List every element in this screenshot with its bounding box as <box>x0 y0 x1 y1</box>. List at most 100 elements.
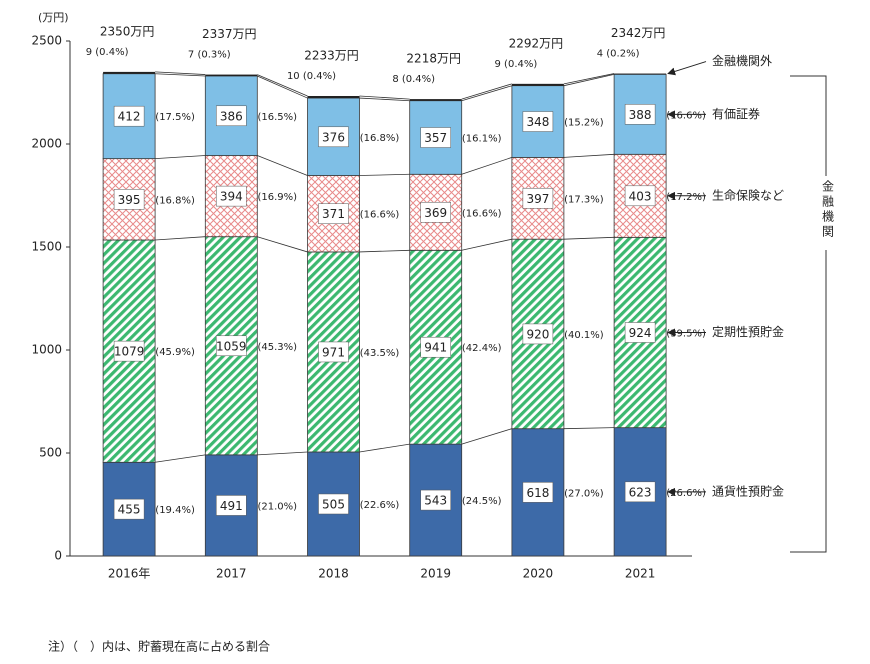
value-label: 623 <box>629 485 652 499</box>
value-label-box <box>420 202 451 223</box>
segment-label: 8 (0.4%) <box>392 74 435 85</box>
share-label: (16.1%) <box>462 134 502 145</box>
total-label: 2337万円 <box>202 27 257 41</box>
bar-segment <box>614 73 667 75</box>
bar-segment <box>511 83 564 86</box>
connector <box>563 236 615 240</box>
bar-segment <box>307 96 360 99</box>
connector <box>359 249 410 253</box>
bar-segment <box>103 71 156 74</box>
value-label: 412 <box>118 110 141 124</box>
value-label-box <box>216 185 247 207</box>
value-label: 924 <box>629 326 652 340</box>
x-tick-label: 2021 <box>625 567 656 581</box>
value-label-box <box>522 188 554 209</box>
total-label: 2342万円 <box>611 26 666 40</box>
share-label: (45.3%) <box>258 342 298 353</box>
share-label: (17.5%) <box>155 112 195 123</box>
y-tick-label: 0 <box>54 549 62 563</box>
value-label-box <box>113 189 145 210</box>
y-unit-label: (万円) <box>38 11 69 24</box>
share-label: (15.2%) <box>564 118 604 129</box>
legend-arrow <box>667 61 707 76</box>
value-label-box <box>624 104 656 125</box>
value-label-box <box>216 495 247 516</box>
value-label: 394 <box>220 190 243 204</box>
share-label: (45.9%) <box>155 347 195 358</box>
share-label: (22.6%) <box>360 500 400 511</box>
value-label-box <box>318 203 349 224</box>
connector <box>461 83 513 100</box>
share-label: (27.0%) <box>564 488 604 499</box>
value-label: 505 <box>322 497 345 511</box>
total-label: 2350万円 <box>100 24 155 38</box>
y-tick-label: 2500 <box>31 34 62 48</box>
y-tick-label: 1500 <box>31 240 62 254</box>
share-label: (21.0%) <box>258 501 298 512</box>
note: 注）（ ）内は、貯蓄現在高に占める割合 <box>48 639 270 654</box>
connector <box>461 238 512 251</box>
segment-label: 10 (0.4%) <box>287 71 336 82</box>
connector <box>359 443 410 453</box>
connector <box>563 73 615 85</box>
bar-segment <box>511 238 565 430</box>
value-label-box <box>624 322 656 343</box>
y-tick-label: 2000 <box>31 137 62 151</box>
value-label: 369 <box>424 206 447 220</box>
x-tick-label: 2020 <box>523 567 554 581</box>
value-label-box <box>420 336 451 358</box>
connector <box>155 71 206 75</box>
share-label: (24.5%) <box>462 496 502 507</box>
y-tick-label: 1000 <box>31 343 62 357</box>
value-label: 1079 <box>114 345 145 359</box>
value-label-box <box>420 127 451 148</box>
total-label: 2218万円 <box>406 52 461 66</box>
value-label-box <box>522 323 554 345</box>
connector <box>359 173 410 176</box>
connector <box>257 451 308 456</box>
bar-segment <box>409 99 462 101</box>
x-tick-label: 2017 <box>216 567 247 581</box>
value-label-box <box>318 493 349 515</box>
share-label: (16.9%) <box>258 192 298 203</box>
value-label: 386 <box>220 109 243 123</box>
value-label: 348 <box>526 115 549 129</box>
share-label: (16.6%) <box>666 110 706 121</box>
connector <box>155 73 206 77</box>
value-label-box <box>216 105 247 127</box>
value-label-box <box>420 489 451 511</box>
value-label: 941 <box>424 341 447 355</box>
value-label: 395 <box>118 193 141 207</box>
connector <box>461 428 513 445</box>
legend-label: 生命保険など <box>712 187 784 202</box>
share-label: (16.5%) <box>258 112 298 123</box>
value-label: 971 <box>322 345 345 359</box>
value-label-box <box>624 185 656 207</box>
legend-label: 有価証券 <box>712 106 760 121</box>
value-label-box <box>113 340 145 362</box>
bracket <box>790 75 827 553</box>
connector <box>155 454 206 463</box>
value-label: 543 <box>424 494 447 508</box>
value-label: 403 <box>629 189 652 203</box>
connector <box>257 236 308 253</box>
legend-label: 金融機関外 <box>712 54 772 68</box>
connector <box>155 236 206 241</box>
connector <box>257 74 308 97</box>
value-label: 1059 <box>216 339 247 353</box>
bracket-label-bg <box>818 176 836 250</box>
segment-label: 7 (0.3%) <box>188 50 231 61</box>
connector <box>155 155 206 160</box>
share-label: (16.8%) <box>360 133 400 144</box>
share-label: (17.2%) <box>666 192 706 203</box>
value-label-box <box>522 111 554 132</box>
connector <box>563 73 615 87</box>
value-label-box <box>624 481 656 503</box>
x-tick-label: 2016年 <box>108 567 151 581</box>
x-tick-label: 2018 <box>318 567 349 581</box>
value-label: 357 <box>424 131 447 145</box>
connector <box>257 75 308 99</box>
connector <box>359 97 410 102</box>
share-label: (16.8%) <box>155 195 195 206</box>
